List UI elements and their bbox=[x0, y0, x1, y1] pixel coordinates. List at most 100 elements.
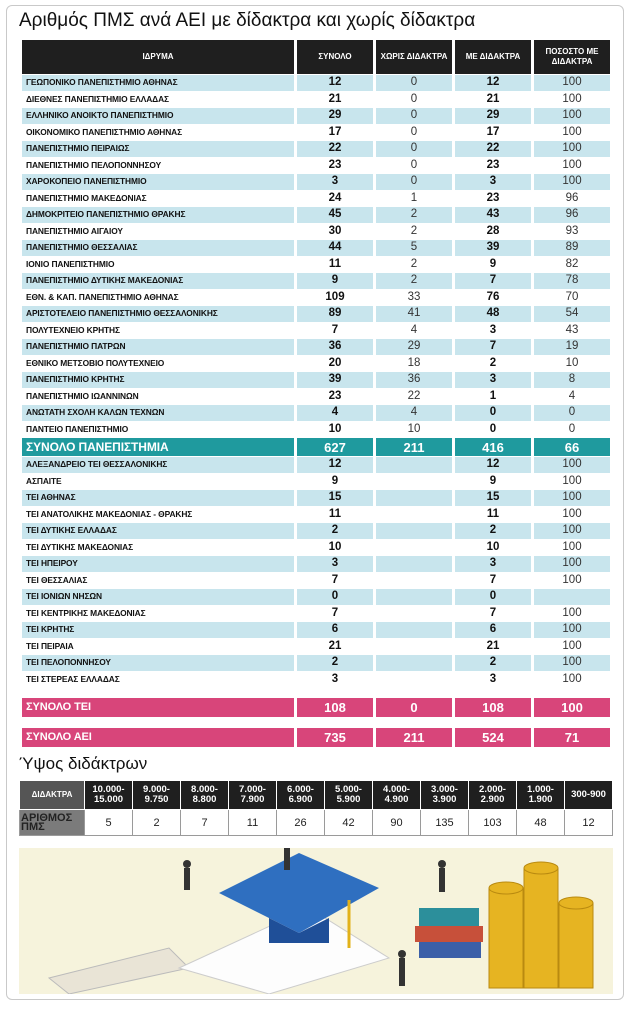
table-row: ΤΕΙ ΚΕΝΤΡΙΚΗΣ ΜΑΚΕΔΟΝΙΑΣ 7 7 100 bbox=[22, 606, 610, 622]
percent-with-fees: 78 bbox=[534, 273, 610, 289]
institution: ΑΛΕΞΑΝΔΡΕΙΟ ΤΕΙ ΘΕΣΣΑΛΟΝΙΚΗΣ bbox=[22, 457, 294, 473]
fee-range: 8.000-8.800 bbox=[180, 780, 229, 810]
table-row: ΠΑΝΕΠΙΣΤΗΜΙΟ ΠΕΙΡΑΙΩΣ 22 0 22 100 bbox=[22, 141, 610, 157]
total: 4 bbox=[297, 405, 373, 421]
spacer bbox=[22, 718, 610, 722]
without-fees: 22 bbox=[407, 389, 421, 402]
with-fees: 12 bbox=[455, 75, 531, 91]
coins bbox=[488, 861, 594, 989]
institution: ΔΙΕΘΝΕΣ ΠΑΝΕΠΙΣΤΗΜΙΟ ΕΛΛΑΔΑΣ bbox=[26, 93, 169, 104]
without-fees: 0 bbox=[376, 75, 452, 91]
with-fees: 3 bbox=[455, 556, 531, 572]
table-row: ΟΙΚΟΝΟΜΙΚΟ ΠΑΝΕΠΙΣΤΗΜΙΟ ΑΘΗΝΑΣ 17 0 17 100 bbox=[22, 125, 610, 141]
program-count: 11 bbox=[228, 809, 277, 836]
with-fees: 3 bbox=[489, 323, 497, 336]
spacer-cell bbox=[22, 688, 610, 692]
table-row: ΣΥΝΟΛΟ ΑΕΙ 735 211 524 71 bbox=[22, 728, 610, 747]
table-row: ΤΕΙ ΑΝΑΤΟΛΙΚΗΣ ΜΑΚΕΔΟΝΙΑΣ - ΘΡΑΚΗΣ 11 11 10… bbox=[22, 507, 610, 523]
percent-with-fees: 100 bbox=[534, 75, 610, 91]
institution: ΤΕΙ ΔΥΤΙΚΗΣ ΕΛΛΑΔΑΣ bbox=[22, 523, 294, 539]
with-fees: 108 bbox=[455, 698, 531, 717]
percent-with-fees: 93 bbox=[565, 224, 579, 237]
total: 735 bbox=[297, 728, 373, 747]
table-row: ΠΑΝΕΠΙΣΤΗΜΙΟ ΑΙΓΑΙΟΥ 30 2 28 93 bbox=[22, 224, 610, 240]
institution: ΤΕΙ ΘΕΣΣΑΛΙΑΣ bbox=[26, 574, 88, 585]
table-row: ΤΕΙ ΙΟΝΙΩΝ ΝΗΣΩΝ 0 0 bbox=[22, 589, 610, 605]
percent-with-fees: 100 bbox=[562, 672, 582, 685]
program-count: 26 bbox=[276, 809, 325, 836]
body: Αριθμός ΠΜΣ ανά ΑΕΙ με δίδακτρα και χωρί… bbox=[0, 5, 630, 1012]
percent-with-fees: 43 bbox=[565, 323, 579, 336]
total: 10 bbox=[328, 540, 342, 553]
program-count: 42 bbox=[324, 809, 373, 836]
without-fees: 211 bbox=[376, 728, 452, 747]
institution: ΠΑΝΕΠΙΣΤΗΜΙΟ ΙΩΑΝΝΙΝΩΝ bbox=[26, 390, 139, 401]
with-fees: 2 bbox=[489, 356, 497, 369]
institution: ΑΡΙΣΤΟΤΕΛΕΙΟ ΠΑΝΕΠΙΣΤΗΜΙΟ ΘΕΣΣΑΛΟΝΙΚΗΣ bbox=[22, 306, 294, 322]
without-fees: 1 bbox=[410, 191, 418, 204]
without-fees bbox=[376, 606, 452, 622]
institution: ΠΑΝΕΠΙΣΤΗΜΙΟ ΘΕΣΣΑΛΙΑΣ bbox=[22, 240, 294, 256]
total: 44 bbox=[297, 240, 373, 256]
with-fees: 39 bbox=[455, 240, 531, 256]
table-row: ΧΑΡΟΚΟΠΕΙΟ ΠΑΝΕΠΙΣΤΗΜΙΟ 3 0 3 100 bbox=[22, 174, 610, 190]
percent-with-fees: 100 bbox=[562, 92, 582, 105]
fees-range-row: ΔΙΔΑΚΤΡΑ 10.000-15.000 9.000-9.750 8.000-8.… bbox=[19, 780, 613, 810]
total: 9 bbox=[331, 474, 339, 487]
without-fees: 10 bbox=[407, 422, 421, 435]
institution: ΟΙΚΟΝΟΜΙΚΟ ΠΑΝΕΠΙΣΤΗΜΙΟ ΑΘΗΝΑΣ bbox=[26, 126, 183, 137]
without-fees: 5 bbox=[376, 240, 452, 256]
column-header: ΜΕ ΔΙΔΑΚΤΡΑ bbox=[455, 40, 531, 74]
percent-with-fees: 8 bbox=[534, 372, 610, 388]
with-fees: 524 bbox=[455, 728, 531, 747]
fee-range: 1.000-1.900 bbox=[516, 780, 565, 810]
institution: ΠΟΛΥΤΕΧΝΕΙΟ ΚΡΗΤΗΣ bbox=[26, 324, 120, 335]
with-fees: 0 bbox=[489, 422, 497, 435]
percent-with-fees: 100 bbox=[534, 556, 610, 572]
program-count: 48 bbox=[516, 809, 565, 836]
pms-table: ΙΔΡΥΜΑ ΣΥΝΟΛΟ ΧΩΡΙΣ ΔΙΔΑΚΤΡΑ ΜΕ ΔΙΔΑΚΤΡΑ ΠΟΣ… bbox=[19, 39, 613, 748]
with-fees: 6 bbox=[455, 622, 531, 638]
table-body: ΓΕΩΠΟΝΙΚΟ ΠΑΝΕΠΙΣΤΗΜΙΟ ΑΘΗΝΑΣ 12 0 12 100 ΔΙΕ… bbox=[22, 75, 610, 747]
illustration bbox=[19, 848, 613, 994]
row-label: ΑΡΙΘΜΟΣ ΠΜΣ bbox=[19, 809, 85, 836]
total: 12 bbox=[297, 457, 373, 473]
with-fees: 2 bbox=[455, 523, 531, 539]
program-count: 103 bbox=[468, 809, 517, 836]
institution: ΙΟΝΙΟ ΠΑΝΕΠΙΣΤΗΜΙΟ bbox=[26, 258, 115, 269]
institution: ΑΣΠΑΙΤΕ bbox=[26, 475, 62, 486]
spacer-cell bbox=[22, 693, 610, 697]
with-fees: 9 bbox=[489, 257, 497, 270]
program-count: 12 bbox=[564, 809, 613, 836]
without-fees: 4 bbox=[376, 405, 452, 421]
percent-with-fees: 0 bbox=[534, 405, 610, 421]
without-fees: 0 bbox=[376, 141, 452, 157]
institution: ΤΕΙ ΙΟΝΙΩΝ ΝΗΣΩΝ bbox=[22, 589, 294, 605]
percent-with-fees: 96 bbox=[565, 191, 579, 204]
program-count: 7 bbox=[180, 809, 229, 836]
table-row: ΤΕΙ ΔΥΤΙΚΗΣ ΕΛΛΑΔΑΣ 2 2 100 bbox=[22, 523, 610, 539]
fee-range: 5.000-5.900 bbox=[324, 780, 373, 810]
with-fees: 9 bbox=[489, 474, 497, 487]
fee-range: 10.000-15.000 bbox=[84, 780, 133, 810]
institution: ΕΘΝΙΚΟ ΜΕΤΣΟΒΙΟ ΠΟΛΥΤΕΧΝΕΙΟ bbox=[26, 357, 165, 368]
column-header: ΧΩΡΙΣ ΔΙΔΑΚΤΡΑ bbox=[376, 40, 452, 74]
institution: ΕΘΝ. & ΚΑΠ. ΠΑΝΕΠΙΣΤΗΜΙΟ ΑΘΗΝΑΣ bbox=[26, 291, 179, 302]
table-row: ΠΑΝΕΠΙΣΤΗΜΙΟ ΠΕΛΟΠΟΝΝΗΣΟΥ 23 0 23 100 bbox=[22, 158, 610, 174]
institution: ΤΕΙ ΑΘΗΝΑΣ bbox=[22, 490, 294, 506]
fee-range: 3.000-3.900 bbox=[420, 780, 469, 810]
institution: ΣΥΝΟΛΟ ΤΕΙ bbox=[22, 698, 294, 717]
percent-with-fees: 100 bbox=[534, 141, 610, 157]
institution: ΤΕΙ ΚΡΗΤΗΣ bbox=[22, 622, 294, 638]
table-row: ΙΟΝΙΟ ΠΑΝΕΠΙΣΤΗΜΙΟ 11 2 9 82 bbox=[22, 257, 610, 273]
total: 11 bbox=[328, 507, 342, 520]
institution: ΤΕΙ ΠΕΙΡΑΙΑ bbox=[26, 640, 74, 651]
percent-with-fees: 100 bbox=[562, 639, 582, 652]
with-fees: 17 bbox=[486, 125, 500, 138]
spacer bbox=[22, 688, 610, 692]
total: 20 bbox=[328, 356, 342, 369]
without-fees bbox=[376, 523, 452, 539]
percent-with-fees: 100 bbox=[562, 606, 582, 619]
total: 10 bbox=[328, 422, 342, 435]
table-row: ΑΝΩΤΑΤΗ ΣΧΟΛΗ ΚΑΛΩΝ ΤΕΧΝΩΝ 4 4 0 0 bbox=[22, 405, 610, 421]
